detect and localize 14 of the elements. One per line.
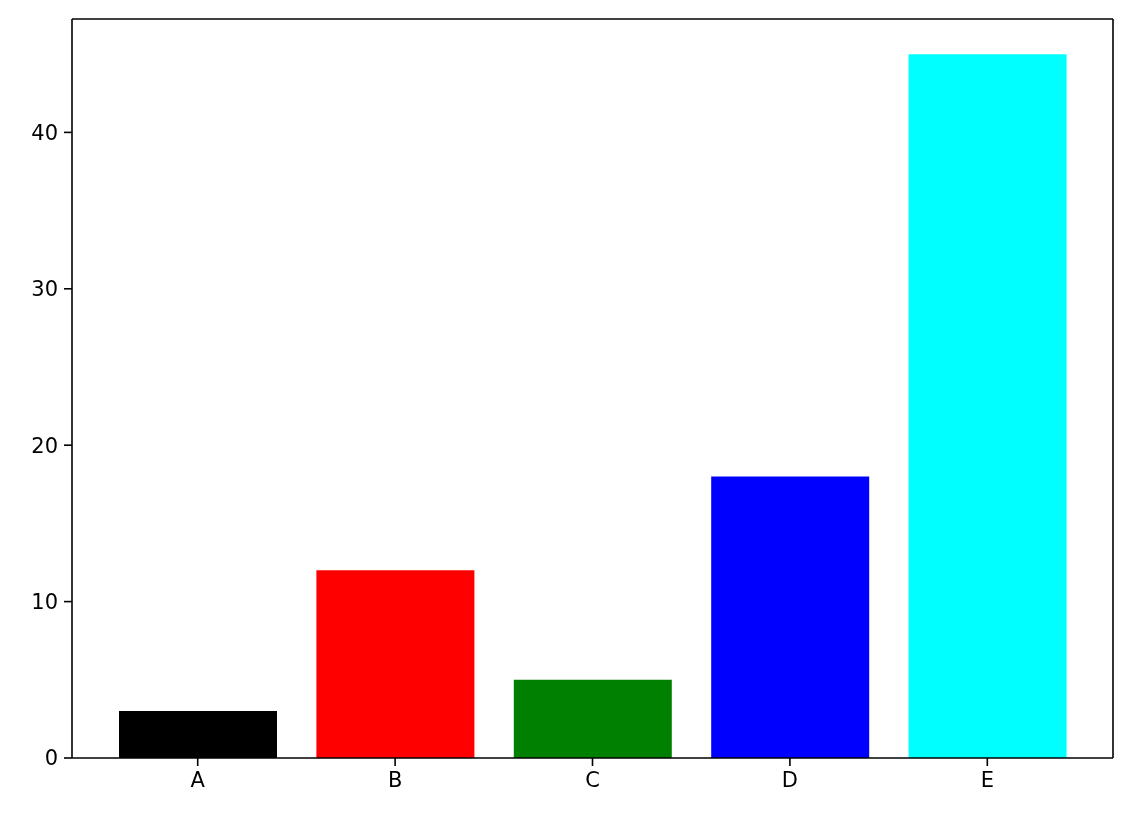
x-tick-label: A	[190, 767, 206, 792]
bar	[711, 476, 870, 758]
x-tick-label: C	[585, 767, 600, 792]
y-tick-label: 10	[31, 590, 58, 615]
bar	[908, 54, 1067, 758]
y-tick-label: 0	[44, 746, 58, 771]
bar	[513, 679, 672, 758]
x-tick-label: D	[781, 767, 798, 792]
x-tick-label: B	[387, 767, 403, 792]
y-tick-label: 40	[31, 120, 58, 145]
y-tick-label: 30	[31, 277, 58, 302]
x-tick-label: E	[980, 767, 994, 792]
y-tick-label: 20	[31, 433, 58, 458]
bar	[316, 570, 475, 758]
